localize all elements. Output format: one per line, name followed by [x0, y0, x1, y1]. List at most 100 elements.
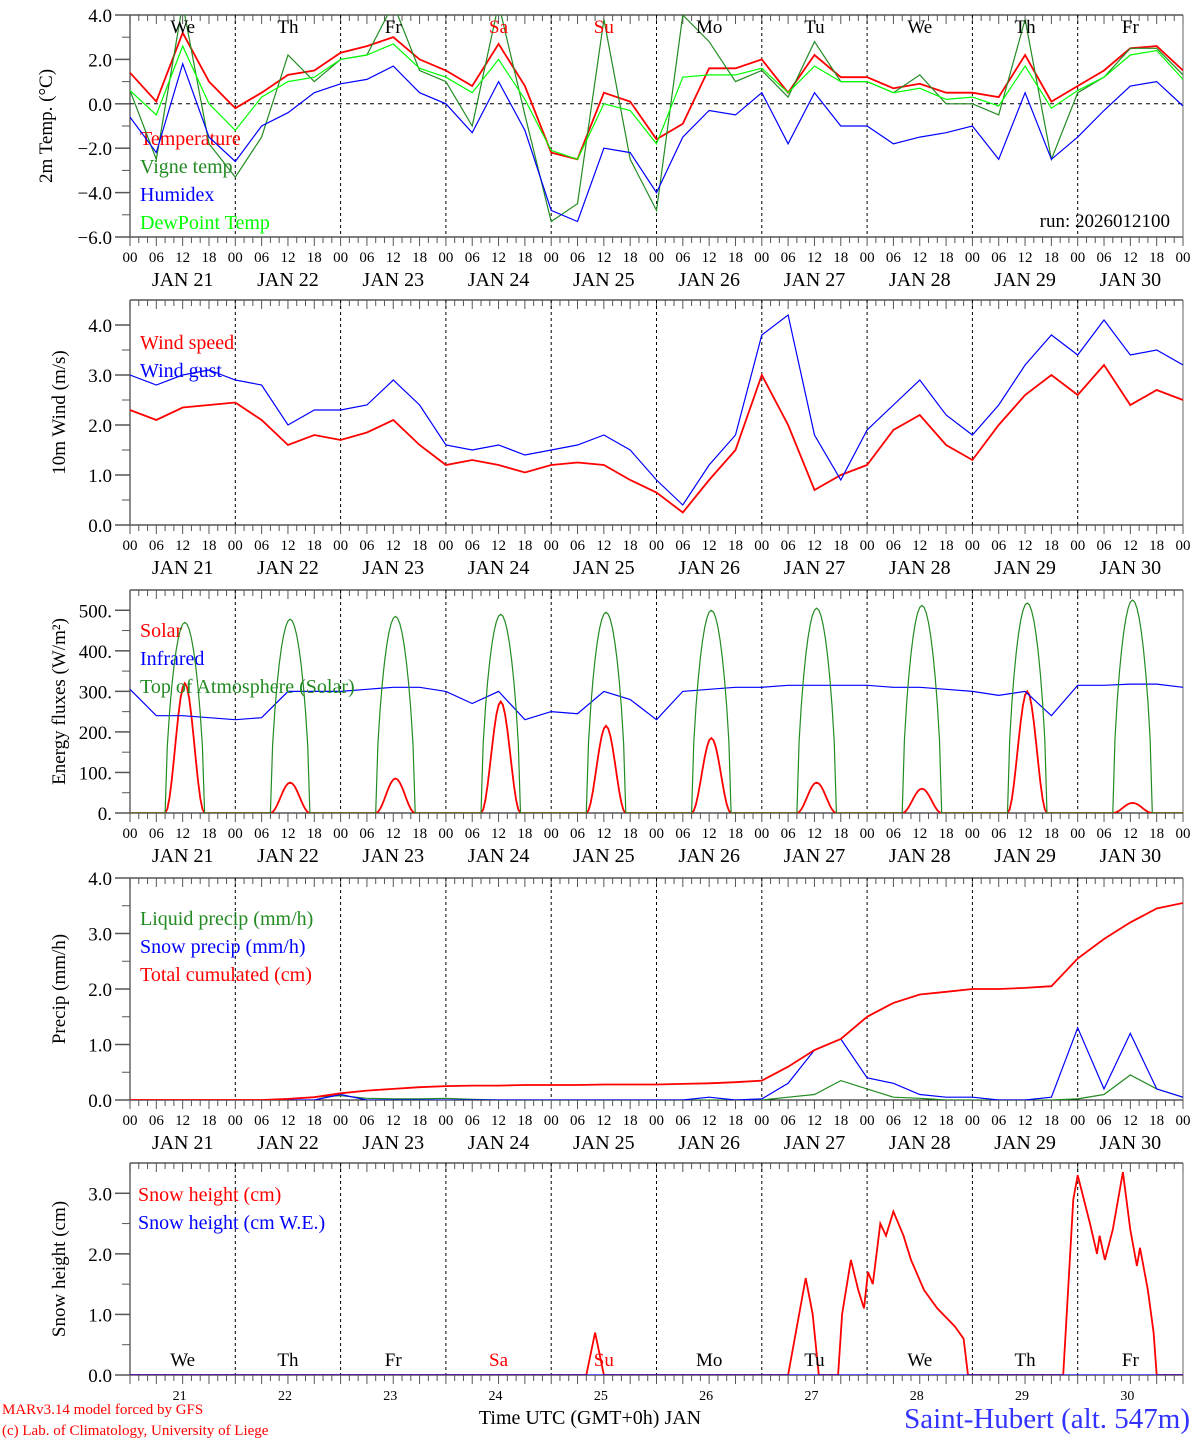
x-hour-label: 00 [438, 826, 453, 842]
x-hour-label: 12 [1018, 538, 1033, 554]
legend-entry: Top of Atmosphere (Solar) [140, 676, 355, 698]
day-number-label: 29 [1015, 1389, 1029, 1404]
x-date-label: JAN 29 [994, 269, 1056, 291]
x-hour-label: 12 [280, 826, 295, 842]
x-hour-label: 18 [201, 250, 216, 266]
x-hour-label: 12 [491, 826, 506, 842]
x-hour-label: 18 [201, 826, 216, 842]
x-hour-label: 18 [307, 1113, 322, 1129]
x-hour-label: 06 [465, 1113, 481, 1129]
y-tick-label: 2.0 [88, 980, 112, 1001]
x-date-label: JAN 25 [573, 1132, 635, 1154]
y-tick-label: 1.0 [88, 1305, 112, 1326]
y-tick-label: 0.0 [88, 1366, 112, 1387]
x-hour-label: 18 [939, 250, 954, 266]
station-name: Saint-Hubert (alt. 547m) [904, 1403, 1190, 1435]
x-hour-label: 12 [596, 250, 611, 266]
x-hour-label: 18 [728, 826, 743, 842]
panel-5: 0.0 1.0 2.0 3.0 Snow height (cm) Snow height … [49, 1162, 1184, 1404]
x-hour-label: 12 [912, 1113, 927, 1129]
x-date-label: JAN 21 [152, 269, 214, 291]
x-hour-label: 00 [649, 538, 664, 554]
y-tick-label: 0.0 [88, 516, 112, 537]
weekday-label: Fr [385, 17, 403, 38]
y-tick-label: 4.0 [88, 316, 112, 337]
day-number-label: 22 [278, 1389, 292, 1404]
series-line-humidex [130, 61, 1183, 223]
x-hour-label: 06 [359, 1113, 375, 1129]
weekday-label: Su [594, 1350, 615, 1371]
x-hour-label: 00 [228, 250, 243, 266]
x-date-label: JAN 28 [889, 1132, 951, 1154]
x-hour-label: 12 [596, 826, 611, 842]
x-hour-label: 18 [939, 826, 954, 842]
x-hour-label: 00 [123, 250, 138, 266]
x-hour-label: 12 [912, 250, 927, 266]
x-hour-label: 00 [544, 826, 559, 842]
legend-entry: Vigne temp [140, 156, 233, 178]
x-hour-label: 00 [1070, 1113, 1085, 1129]
x-hour-label: 12 [386, 250, 401, 266]
y-tick-label: −2.0 [78, 139, 112, 160]
y-tick-label: 3.0 [88, 366, 112, 387]
legend-entry: DewPoint Temp [140, 212, 270, 234]
x-hour-label: 18 [412, 1113, 427, 1129]
x-hour-label: 18 [201, 1113, 216, 1129]
y-tick-label: 400. [79, 642, 112, 663]
weekday-label: We [170, 17, 195, 38]
x-hour-label: 18 [939, 1113, 954, 1129]
y-axis-label: Snow height (cm) [49, 1201, 70, 1337]
x-hour-label: 06 [359, 250, 375, 266]
weekday-label: Th [277, 1350, 299, 1371]
x-hour-label: 18 [412, 538, 427, 554]
x-hour-label: 00 [965, 826, 980, 842]
weekday-label: Sa [489, 17, 509, 38]
x-hour-label: 12 [702, 538, 717, 554]
x-hour-label: 12 [702, 826, 717, 842]
x-hour-label: 06 [149, 1113, 165, 1129]
series-line-snow-height-cm- [130, 1171, 1183, 1375]
x-hour-label: 06 [149, 538, 165, 554]
x-hour-label: 18 [1149, 826, 1164, 842]
y-tick-label: 2.0 [88, 416, 112, 437]
x-hour-label: 06 [991, 1113, 1007, 1129]
x-hour-label: 06 [991, 826, 1007, 842]
x-date-label: JAN 28 [889, 269, 951, 291]
y-tick-label: 500. [79, 601, 112, 622]
x-hour-label: 06 [675, 826, 691, 842]
x-hour-label: 06 [675, 538, 691, 554]
panel-3: 0. 100. 200. 300. 400. 500. Energy fluxes (W/m… [49, 589, 1191, 867]
x-date-label: JAN 30 [1100, 1132, 1162, 1154]
x-date-label: JAN 21 [152, 557, 214, 579]
x-hour-label: 18 [833, 250, 848, 266]
legend-entry: Wind gust [140, 360, 222, 382]
x-hour-label: 00 [544, 538, 559, 554]
weekday-label: Fr [1122, 17, 1140, 38]
x-date-label: JAN 24 [468, 557, 530, 579]
series-line-top-of-atmosphere-solar- [130, 599, 1183, 813]
x-hour-label: 00 [1176, 826, 1191, 842]
x-date-label: JAN 27 [784, 1132, 846, 1154]
x-hour-label: 06 [991, 538, 1007, 554]
day-number-label: 27 [804, 1389, 818, 1404]
x-hour-label: 12 [596, 1113, 611, 1129]
y-tick-label: −4.0 [78, 184, 112, 205]
x-hour-label: 06 [781, 826, 797, 842]
weekday-label: Mo [696, 17, 722, 38]
x-hour-label: 00 [754, 250, 769, 266]
x-hour-label: 12 [386, 538, 401, 554]
weekday-label: Sa [489, 1350, 509, 1371]
x-hour-label: 18 [517, 250, 532, 266]
y-tick-label: 4.0 [88, 6, 112, 27]
x-date-label: JAN 24 [468, 269, 530, 291]
x-hour-label: 12 [386, 826, 401, 842]
x-hour-label: 12 [386, 1113, 401, 1129]
x-hour-label: 06 [781, 538, 797, 554]
x-hour-label: 00 [438, 538, 453, 554]
x-hour-label: 18 [307, 826, 322, 842]
x-hour-label: 06 [149, 250, 165, 266]
x-hour-label: 18 [1044, 826, 1059, 842]
x-date-label: JAN 24 [468, 845, 530, 867]
x-hour-label: 06 [675, 250, 691, 266]
x-hour-label: 06 [570, 538, 586, 554]
